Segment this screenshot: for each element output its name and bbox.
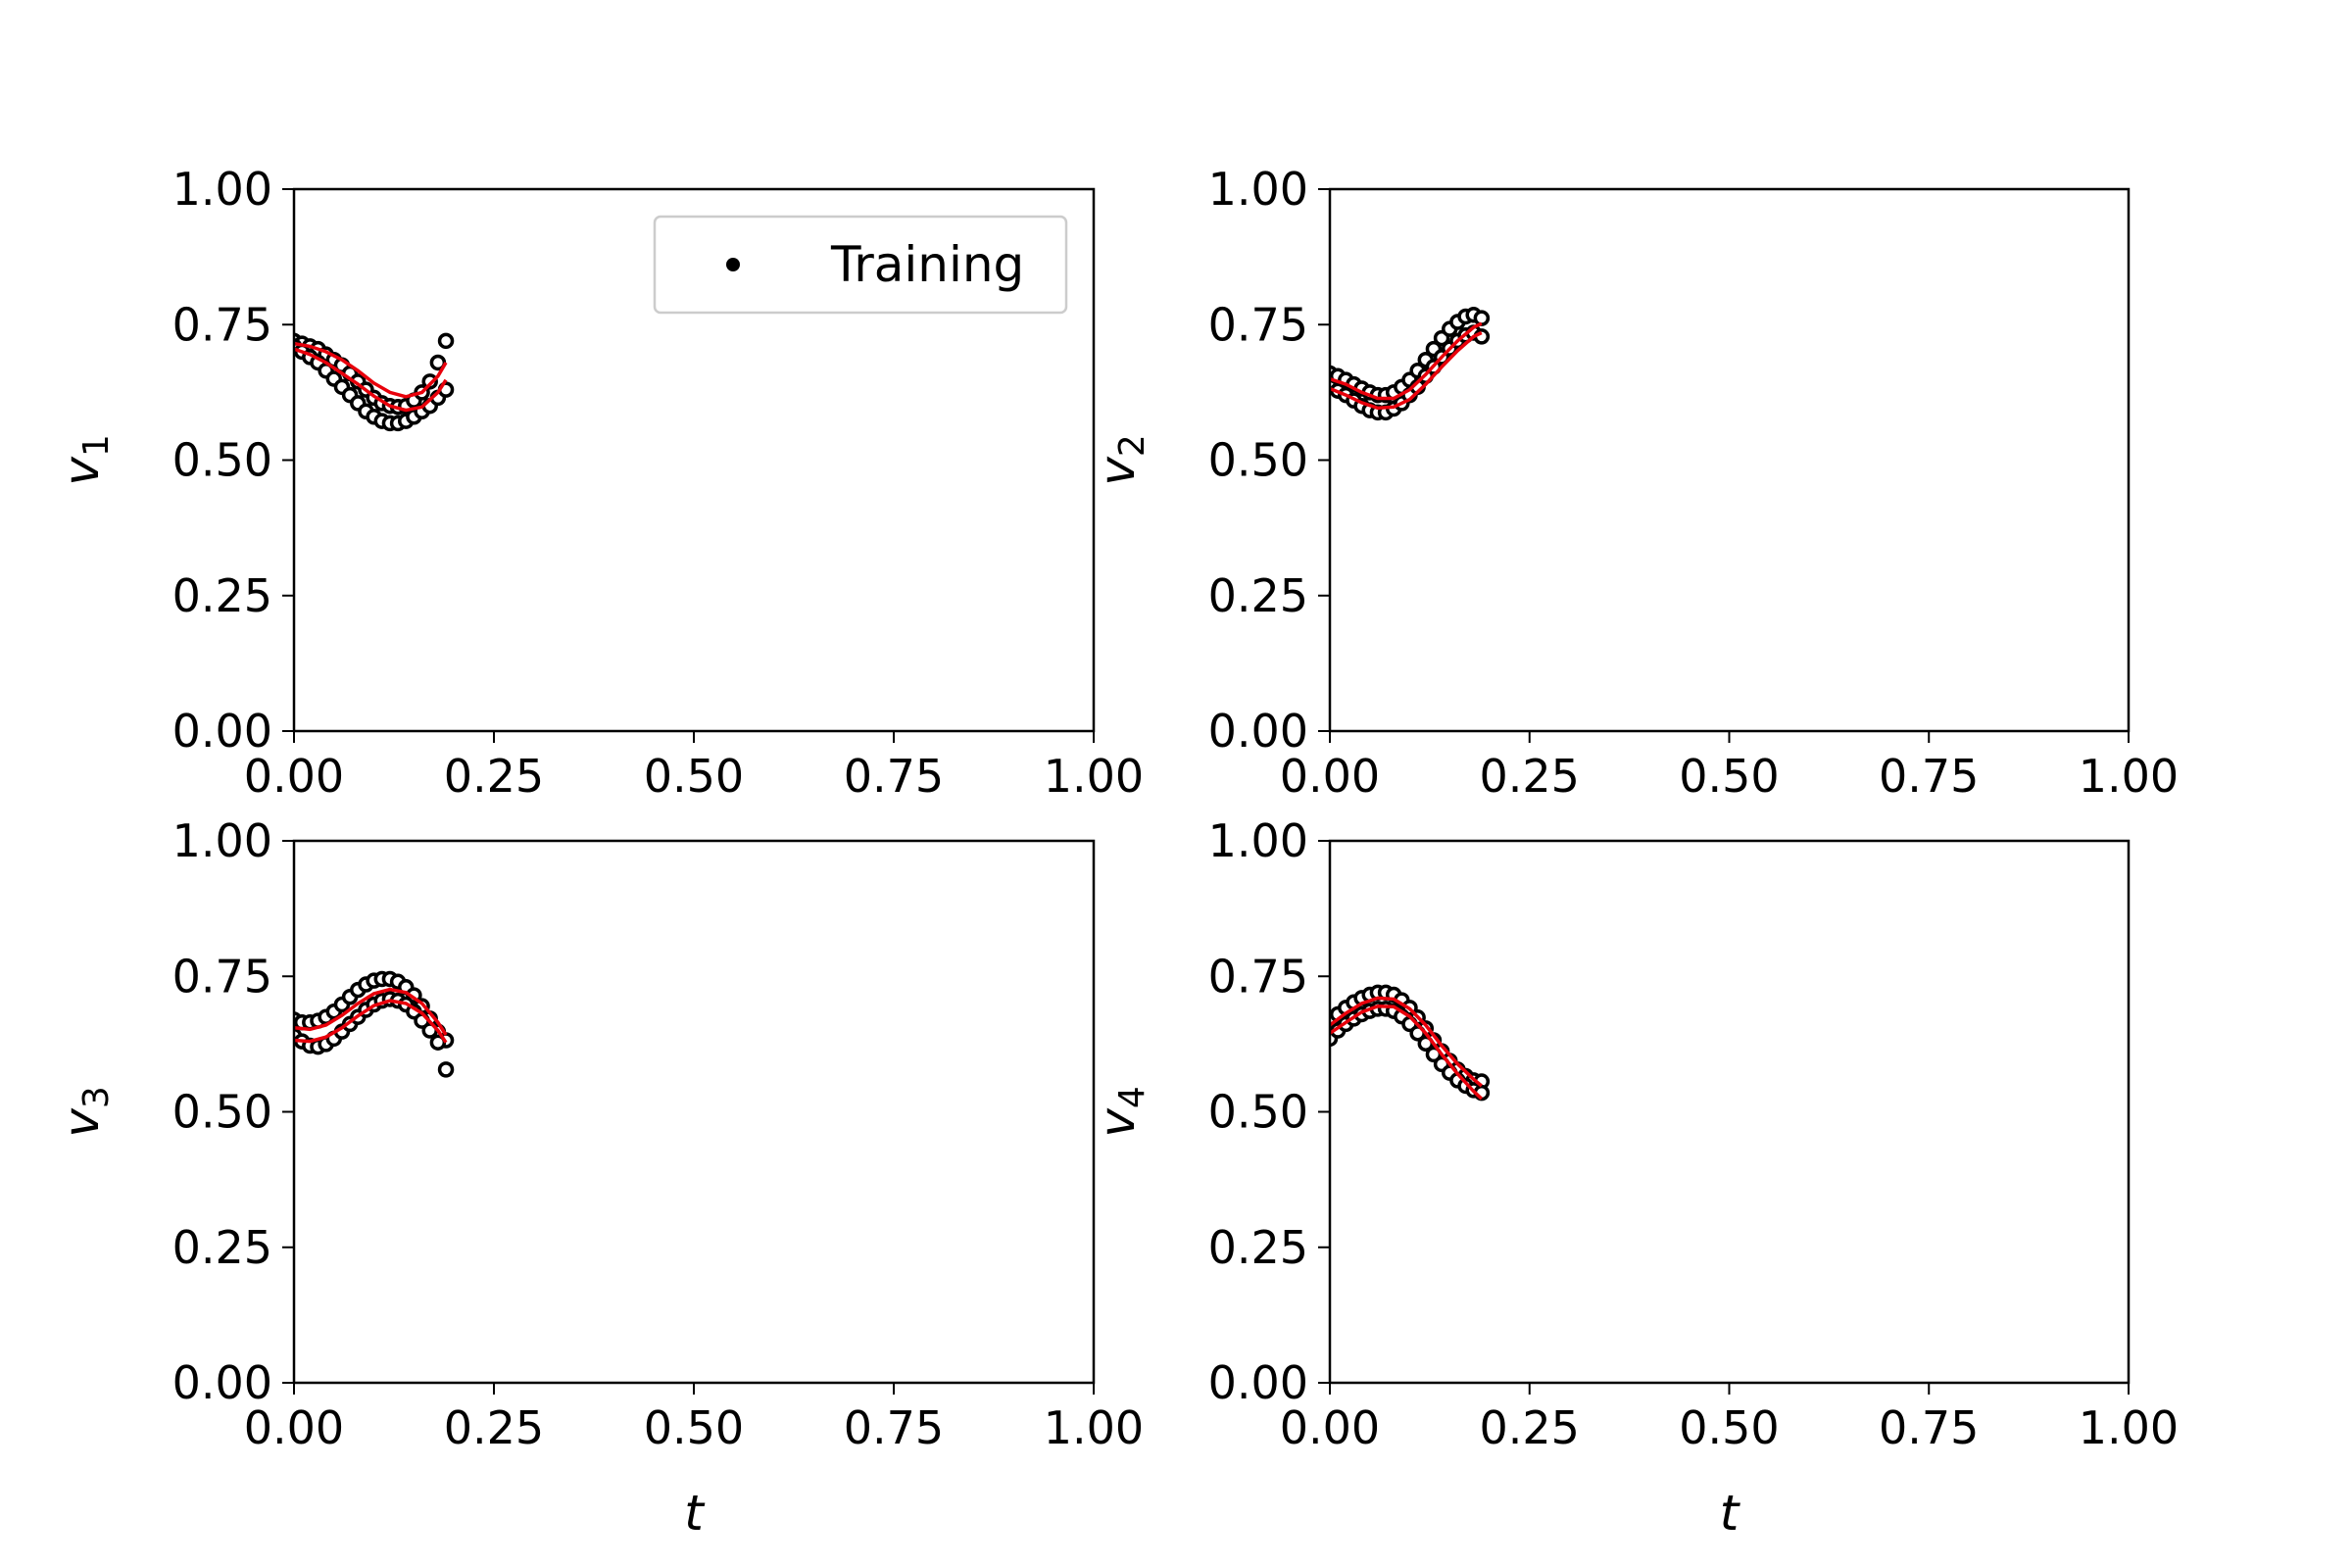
x-tick-label: 0.25	[444, 750, 544, 803]
y-tick-label: 0.75	[172, 950, 272, 1003]
y-tick-label: 0.75	[1208, 298, 1308, 351]
y-tick-label: 0.50	[1208, 1086, 1308, 1139]
subplot-2: 0.00 0.25 0.50 0.75 1.00 0.00 0.25 0.50 0.75 1.00…	[1089, 163, 2179, 803]
legend-marker	[726, 258, 740, 271]
legend-label: Training	[830, 236, 1024, 293]
y-tick-label: 0.75	[1208, 950, 1308, 1003]
y-tick-label: 0.50	[1208, 434, 1308, 487]
fit-line-4	[1330, 330, 1483, 411]
legend: Training	[653, 215, 1068, 315]
training-point	[437, 332, 455, 350]
y-tick-label: 1.00	[1208, 814, 1308, 867]
x-tick-label: 0.50	[1679, 750, 1779, 803]
fit-line-3	[294, 341, 448, 399]
y-axis-label-subscript: 2	[1112, 434, 1152, 457]
x-tick-label: 1.00	[1044, 750, 1144, 803]
y-tick-label: 0.75	[172, 298, 272, 351]
x-tick-label: 0.00	[244, 750, 344, 803]
legend-box	[653, 215, 1068, 315]
y-tick-label: 0.50	[172, 1086, 272, 1139]
subplot-1: 0.00 0.25 0.50 0.75 1.00 0.00 0.25 0.50 0.75 1.00…	[53, 163, 1144, 803]
x-tick-label: 0.00	[1280, 1401, 1380, 1454]
fit-line-3	[1330, 996, 1483, 1088]
x-tick-label: 0.25	[1480, 750, 1580, 803]
x-tick-label: 1.00	[2079, 750, 2179, 803]
y-axis-label: v3	[53, 1086, 117, 1138]
x-axis-label: t	[1720, 1485, 1741, 1542]
x-tick-label: 1.00	[2079, 1401, 2179, 1454]
plot-frame	[1328, 187, 2131, 733]
y-axis-label-base: v	[1089, 1107, 1146, 1138]
plot-data	[1330, 307, 1491, 421]
y-tick-label: 0.50	[172, 434, 272, 487]
y-tick-label: 0.00	[172, 705, 272, 758]
x-tick-label: 0.00	[1280, 750, 1380, 803]
training-point	[421, 373, 438, 390]
y-tick-label: 1.00	[172, 163, 272, 216]
x-axis-label: t	[684, 1485, 706, 1542]
x-tick-label: 0.75	[1879, 1401, 1979, 1454]
y-tick-label: 0.00	[1208, 705, 1308, 758]
y-tick-label: 1.00	[172, 814, 272, 867]
x-tick-label: 1.00	[1044, 1401, 1144, 1454]
y-axis-label: v2	[1089, 434, 1152, 486]
x-tick-label: 0.50	[644, 750, 744, 803]
training-point	[437, 1061, 455, 1078]
y-tick-label: 0.00	[172, 1356, 272, 1409]
y-tick-label: 0.25	[172, 569, 272, 622]
x-tick-label: 0.75	[1879, 750, 1979, 803]
y-tick-label: 0.00	[1208, 1356, 1308, 1409]
y-axis-label: v4	[1089, 1086, 1152, 1138]
fit-line-4	[1330, 1004, 1484, 1101]
x-tick-label: 0.00	[244, 1401, 344, 1454]
y-axis-label-subscript: 1	[76, 434, 117, 457]
plot-data	[294, 970, 455, 1078]
y-tick-label: 1.00	[1208, 163, 1308, 216]
y-axis-label-base: v	[53, 456, 110, 486]
y-tick-label: 0.25	[1208, 569, 1308, 622]
y-axis-label-subscript: 3	[76, 1086, 117, 1108]
plot-frame	[292, 187, 1096, 733]
plot-data	[1330, 984, 1491, 1102]
subplot-4: 0.00 0.25 0.50 0.75 1.00 0.00 0.25 0.50 0.75 1.00…	[1089, 814, 2179, 1542]
x-tick-label: 0.75	[844, 1401, 944, 1454]
fit-line-4	[294, 347, 448, 413]
y-axis-label-base: v	[1089, 456, 1146, 486]
x-tick-label: 0.50	[644, 1401, 744, 1454]
plot-frame	[292, 839, 1096, 1385]
x-tick-label: 0.25	[1480, 1401, 1580, 1454]
x-tick-label: 0.25	[444, 1401, 544, 1454]
training-point	[1473, 310, 1491, 326]
y-tick-label: 0.25	[1208, 1221, 1308, 1274]
fit-line-4	[294, 999, 448, 1044]
fit-line-3	[294, 987, 448, 1036]
x-tick-label: 0.75	[844, 750, 944, 803]
subplot-3: 0.00 0.25 0.50 0.75 1.00 0.00 0.25 0.50 0.75 1.00…	[53, 814, 1144, 1542]
y-tick-label: 0.25	[172, 1221, 272, 1274]
x-tick-label: 0.50	[1679, 1401, 1779, 1454]
y-axis-label-subscript: 4	[1112, 1086, 1152, 1108]
plot-frame	[1328, 839, 2131, 1385]
plot-data	[294, 332, 455, 432]
y-axis-label-base: v	[53, 1107, 110, 1138]
y-axis-label: v1	[53, 434, 117, 486]
fit-line-3	[1330, 321, 1483, 401]
